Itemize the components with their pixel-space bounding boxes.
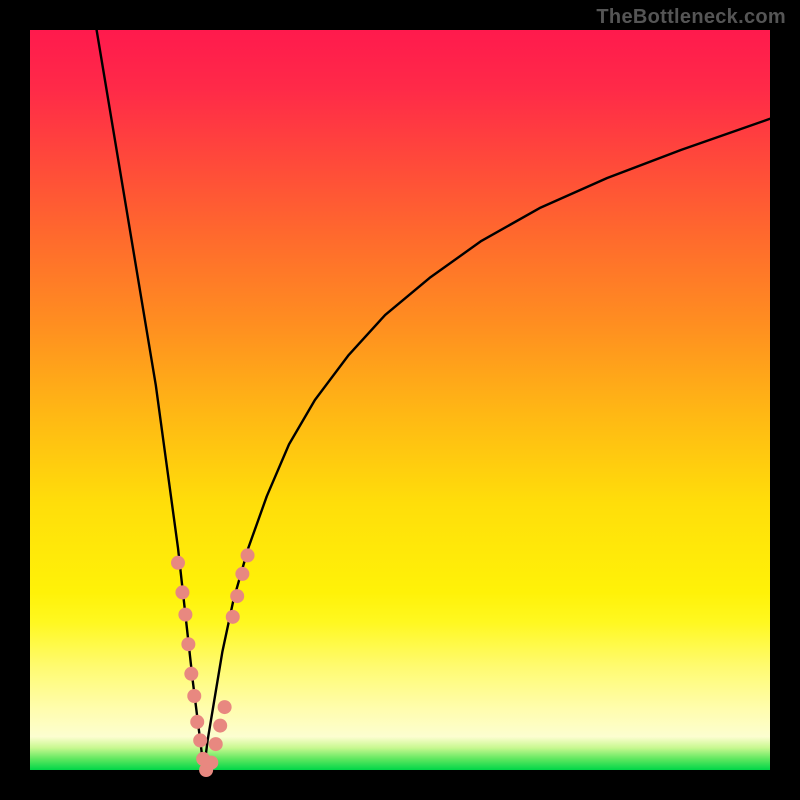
chart-svg xyxy=(0,0,800,800)
chart-container: TheBottleneck.com xyxy=(0,0,800,800)
data-marker xyxy=(178,608,192,622)
watermark-text: TheBottleneck.com xyxy=(596,6,786,29)
data-marker xyxy=(175,585,189,599)
data-marker xyxy=(184,667,198,681)
data-marker xyxy=(213,719,227,733)
data-marker xyxy=(187,689,201,703)
data-marker xyxy=(235,567,249,581)
data-marker xyxy=(226,610,240,624)
data-marker xyxy=(209,737,223,751)
data-marker xyxy=(193,733,207,747)
data-marker xyxy=(190,715,204,729)
data-marker xyxy=(171,556,185,570)
data-marker xyxy=(181,637,195,651)
data-marker xyxy=(241,548,255,562)
data-marker xyxy=(230,589,244,603)
data-marker xyxy=(218,700,232,714)
plot-background xyxy=(30,30,770,770)
data-marker xyxy=(204,756,218,770)
